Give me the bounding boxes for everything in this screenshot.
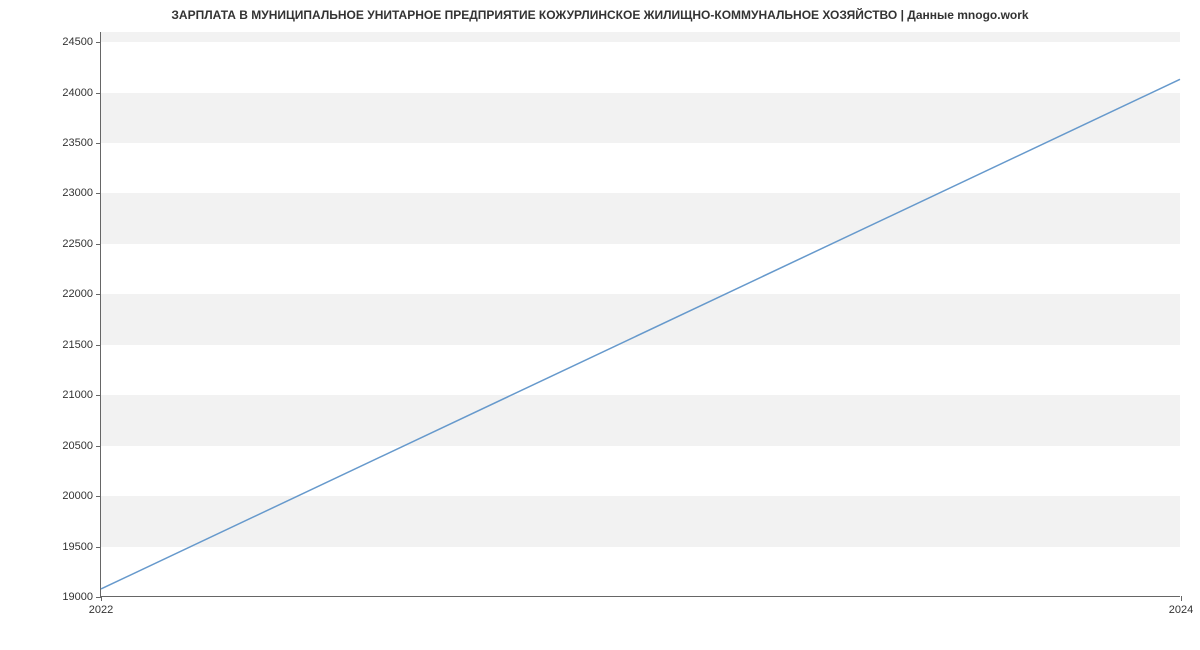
x-tick-label: 2024 <box>1169 604 1193 616</box>
y-tick-label: 23500 <box>62 137 93 149</box>
y-tick-label: 21500 <box>62 339 93 351</box>
y-tick-label: 24500 <box>62 36 93 48</box>
y-tick-label: 22000 <box>62 288 93 300</box>
chart-title: ЗАРПЛАТА В МУНИЦИПАЛЬНОЕ УНИТАРНОЕ ПРЕДП… <box>0 0 1200 26</box>
y-tick-label: 24000 <box>62 87 93 99</box>
plot-area: 1900019500200002050021000215002200022500… <box>100 32 1180 597</box>
line-series <box>101 32 1180 596</box>
chart-container: 1900019500200002050021000215002200022500… <box>100 32 1180 597</box>
y-tick-label: 20000 <box>62 490 93 502</box>
y-tick-label: 23000 <box>62 187 93 199</box>
x-tick-mark <box>101 596 102 601</box>
y-tick-label: 20500 <box>62 440 93 452</box>
x-tick-mark <box>1181 596 1182 601</box>
x-tick-label: 2022 <box>89 604 113 616</box>
y-tick-label: 22500 <box>62 238 93 250</box>
y-tick-label: 19500 <box>62 541 93 553</box>
y-tick-label: 19000 <box>62 591 93 603</box>
y-tick-label: 21000 <box>62 389 93 401</box>
